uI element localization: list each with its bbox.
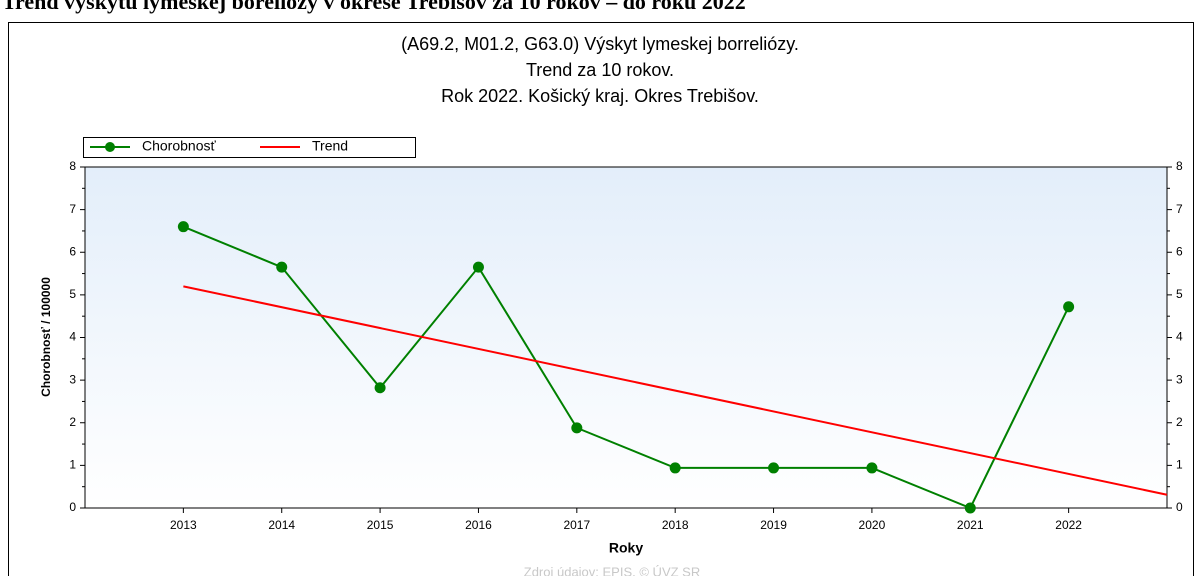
x-tick-label: 2019: [760, 518, 787, 532]
x-tick-label: 2013: [170, 518, 197, 532]
y2-tick-label: 4: [1176, 330, 1183, 344]
point: [571, 422, 583, 434]
y2-tick-label: 3: [1176, 372, 1183, 386]
y-axis-label: Chorobnosť / 100000: [39, 277, 53, 397]
point: [276, 261, 288, 273]
y-tick-label: 7: [69, 202, 76, 216]
x-tick-label: 2015: [367, 518, 394, 532]
point: [964, 502, 976, 514]
point: [669, 462, 681, 474]
legend: [83, 137, 416, 158]
chart-title: (A69.2, M01.2, G63.0) Výskyt lymeskej bo…: [401, 34, 799, 54]
y-tick-label: 0: [69, 500, 76, 514]
x-axis-label: Roky: [609, 540, 643, 556]
heading: Trend výskytu lymeskej boreliózy v okres…: [2, 0, 746, 14]
y2-tick-label: 5: [1176, 287, 1183, 301]
y2-tick-label: 8: [1176, 159, 1183, 173]
y-tick-label: 6: [69, 244, 76, 258]
y2-tick-label: 7: [1176, 202, 1183, 216]
x-tick-label: 2014: [268, 518, 295, 532]
point: [177, 221, 189, 233]
line-series: [182, 225, 1070, 510]
y2-tick-label: 6: [1176, 244, 1183, 258]
source: Zdroj údajov: EPIS, © ÚVZ SR: [524, 564, 700, 576]
y-tick-label: 2: [69, 415, 76, 429]
y-tick-label: 5: [69, 287, 76, 301]
legend-label: Chorobnosť: [142, 138, 216, 154]
y-tick-label: 1: [69, 458, 76, 472]
x-tick-label: 2021: [957, 518, 984, 532]
x-tick-label: 2017: [563, 518, 590, 532]
chart-title: Trend za 10 rokov.: [526, 60, 674, 80]
y2-tick-label: 1: [1176, 458, 1183, 472]
legend-label: Trend: [312, 138, 348, 154]
point: [374, 382, 386, 394]
point: [472, 261, 484, 273]
x-tick-label: 2020: [859, 518, 886, 532]
x-tick-label: 2016: [465, 518, 492, 532]
x-tick-label: 2022: [1055, 518, 1082, 532]
y2-tick-label: 0: [1176, 500, 1183, 514]
legend-marker: [105, 142, 115, 152]
line-series: [183, 285, 1168, 496]
x-tick-label: 2018: [662, 518, 689, 532]
y2-tick-label: 2: [1176, 415, 1183, 429]
y-tick-label: 8: [69, 159, 76, 173]
y-tick-label: 4: [69, 330, 76, 344]
chart-title: Rok 2022. Košický kraj. Okres Trebišov.: [441, 86, 759, 106]
point: [1063, 301, 1075, 313]
point: [768, 462, 780, 474]
plot-area: [84, 166, 1168, 509]
y-tick-label: 3: [69, 372, 76, 386]
point: [866, 462, 878, 474]
